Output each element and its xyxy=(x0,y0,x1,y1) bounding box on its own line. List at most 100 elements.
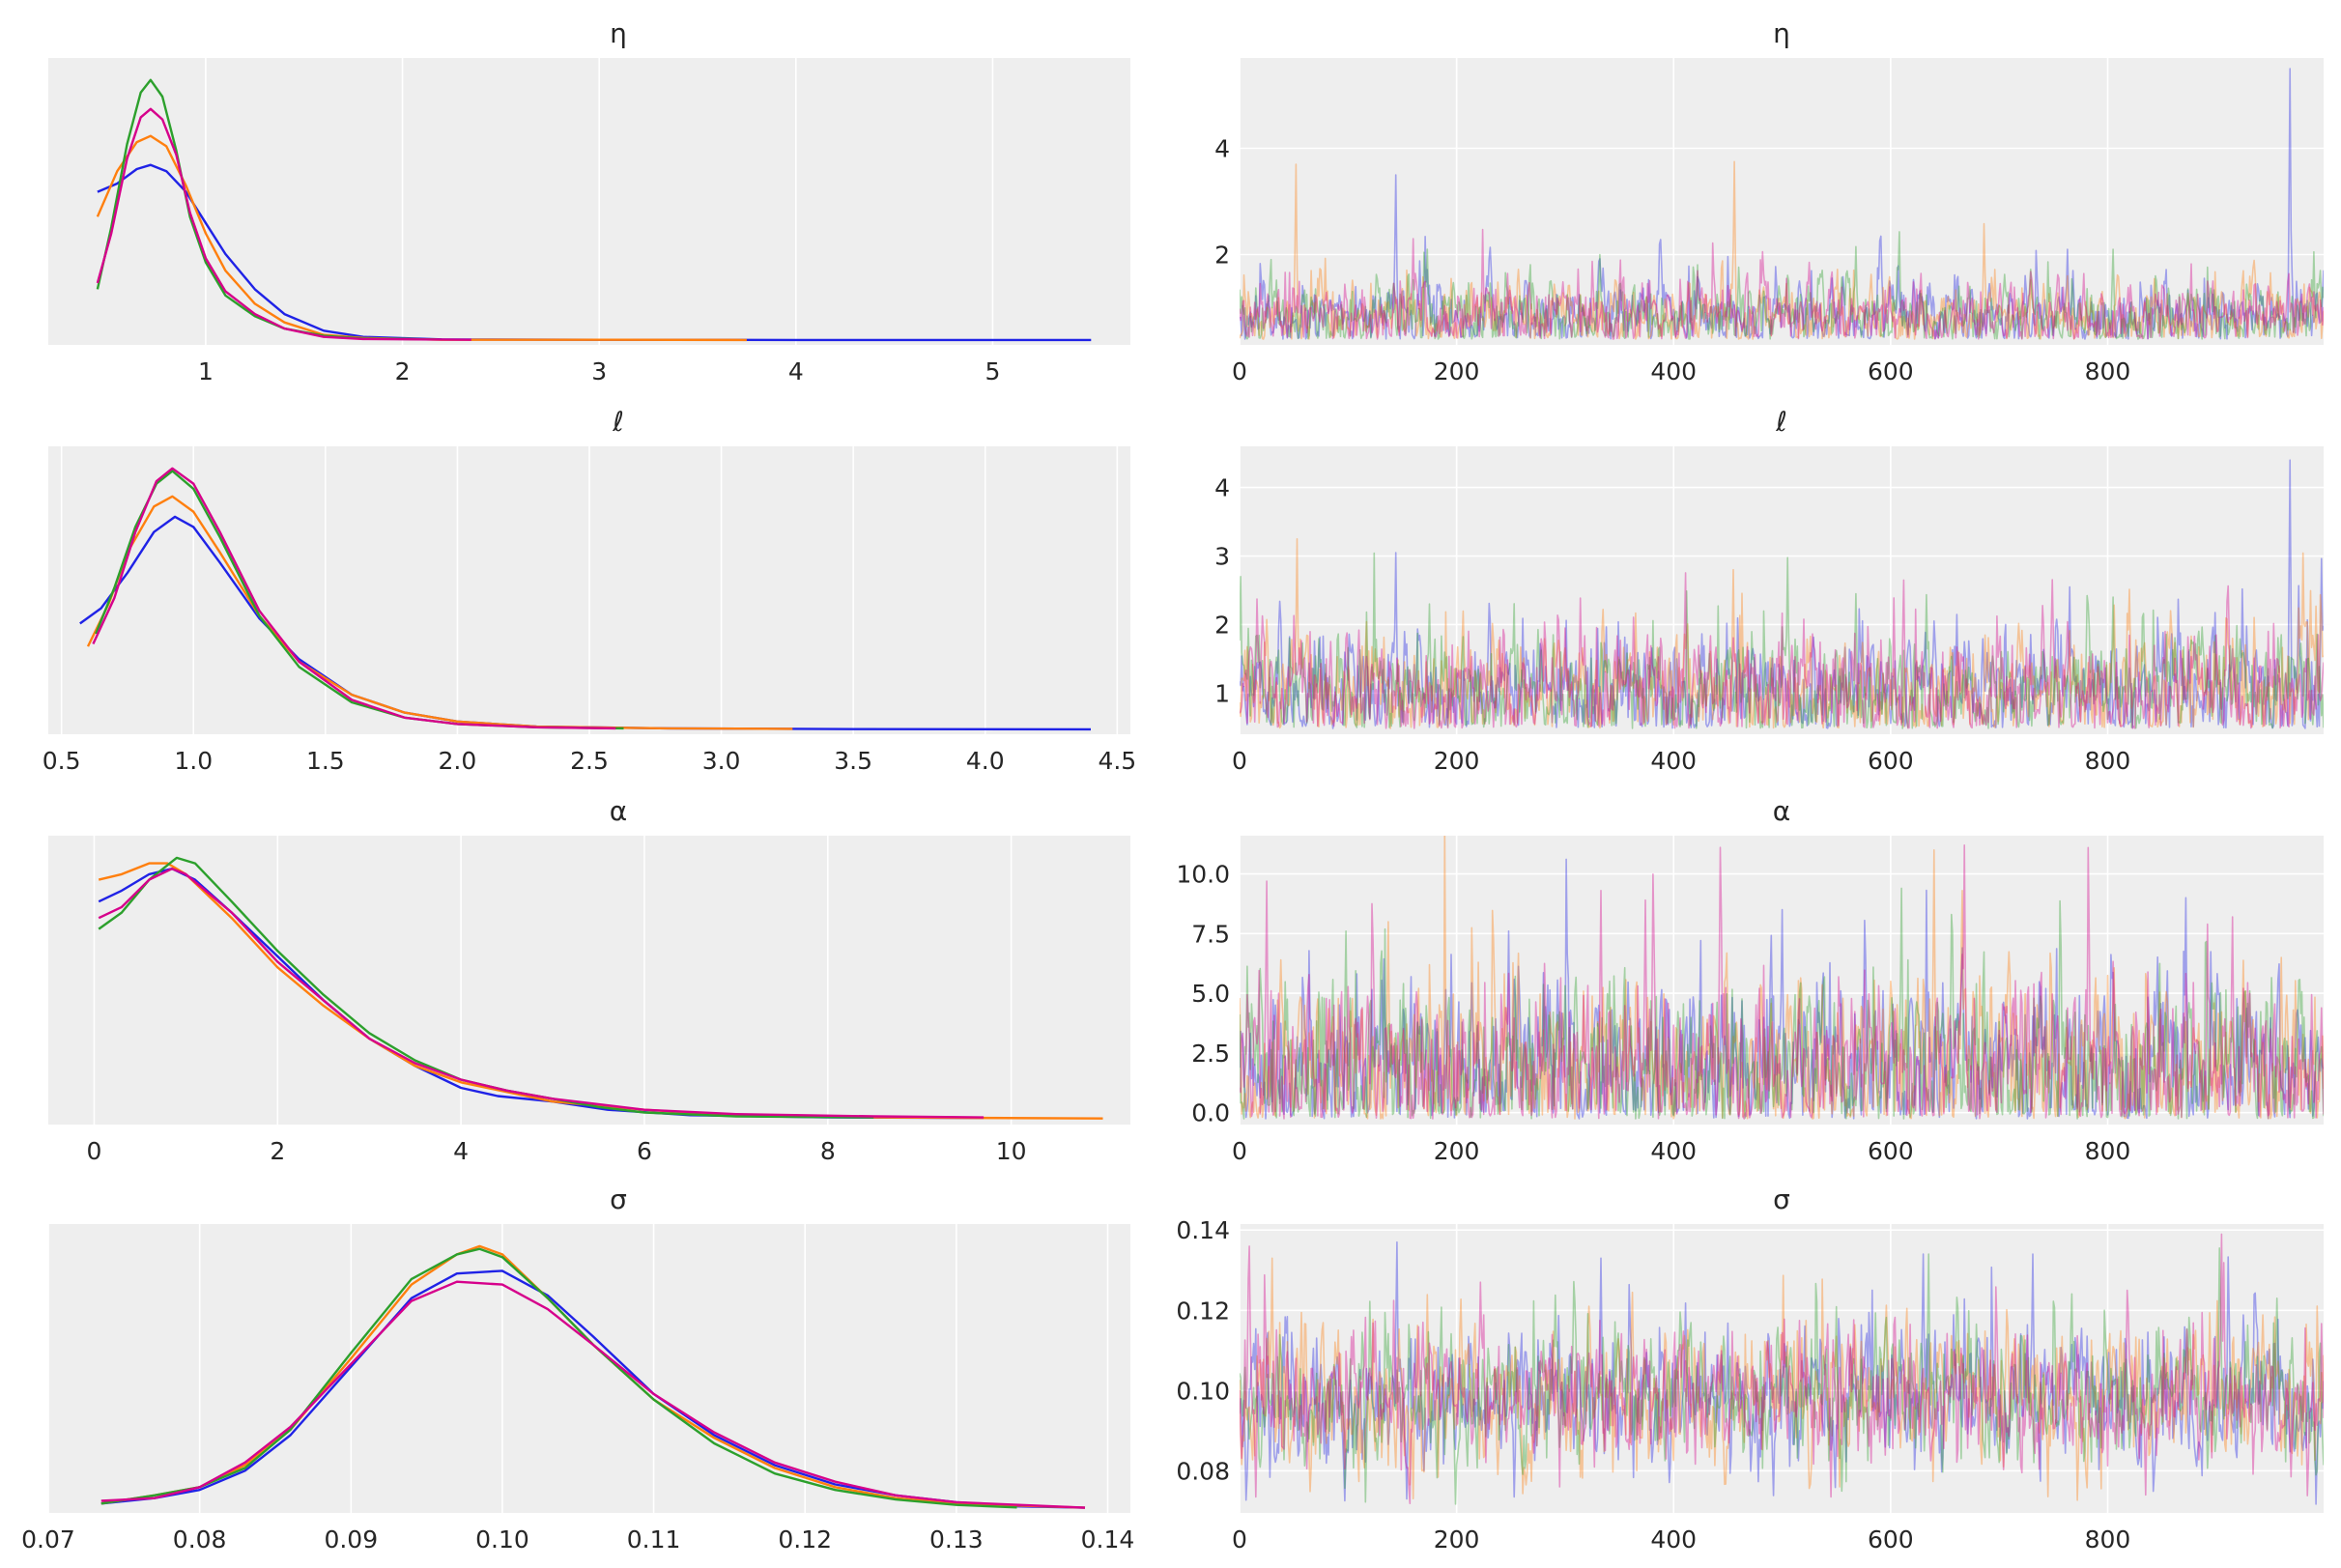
trace-lines xyxy=(1240,1233,2324,1505)
trace-y-tick-label: 2 xyxy=(1214,611,1230,639)
kde-x-tick-label: 8 xyxy=(820,1137,836,1165)
trace-y-tick-label: 4 xyxy=(1214,474,1230,502)
trace-panel-eta: 0 200 400 600 800 2 4 η xyxy=(1214,17,2324,385)
trace-y-tick-label: 4 xyxy=(1214,135,1230,163)
kde-x-tick-label: 10 xyxy=(996,1137,1027,1165)
trace-line-chain-2 xyxy=(1240,887,2324,1120)
trace-line-chain-1 xyxy=(1240,836,2324,1120)
kde-x-tick-label: 0.12 xyxy=(778,1525,832,1554)
trace-x-tick-label: 400 xyxy=(1650,747,1697,775)
trace-x-tick-label: 0 xyxy=(1232,747,1247,775)
trace-x-tick-label: 0 xyxy=(1232,1137,1247,1165)
kde-panel-sigma: 0.07 0.08 0.09 0.10 0.11 0.12 0.13 0.14 σ xyxy=(21,1183,1134,1554)
trace-panel-title: α xyxy=(1773,795,1790,827)
trace-y-tick-label: 10.0 xyxy=(1176,861,1230,889)
kde-panel-background xyxy=(48,836,1130,1125)
trace-panel-background xyxy=(1240,836,2324,1125)
trace-line-chain-2 xyxy=(1240,552,2324,729)
kde-x-tick-label: 1.0 xyxy=(174,747,213,775)
trace-x-tick-label: 0 xyxy=(1232,1525,1247,1554)
trace-y-tick-label: 2 xyxy=(1214,242,1230,270)
trace-x-tick-label: 400 xyxy=(1650,357,1697,385)
kde-panel-title: α xyxy=(610,795,627,827)
trace-panel-title: ℓ xyxy=(1775,406,1787,438)
trace-y-tick-label: 0.08 xyxy=(1176,1457,1230,1485)
trace-line-chain-2 xyxy=(1240,231,2324,340)
trace-y-tick-label: 3 xyxy=(1214,543,1230,571)
kde-x-tick-label: 4 xyxy=(453,1137,469,1165)
kde-x-tick-label: 4 xyxy=(788,357,804,385)
trace-line-chain-3 xyxy=(1240,844,2324,1120)
trace-x-tick-label: 600 xyxy=(1868,1525,1914,1554)
trace-line-chain-0 xyxy=(1240,858,2324,1120)
trace-line-chain-3 xyxy=(1240,228,2324,340)
kde-x-tick-label: 2.5 xyxy=(570,747,609,775)
trace-y-tick-label: 0.14 xyxy=(1176,1216,1230,1244)
kde-panel-background xyxy=(48,1224,1130,1513)
trace-lines xyxy=(1240,68,2324,340)
trace-panel-ell: 0 200 400 600 800 1 2 3 4 ℓ xyxy=(1214,406,2324,775)
kde-panel-background xyxy=(48,58,1130,345)
trace-x-tick-label: 200 xyxy=(1434,747,1480,775)
trace-y-tick-label: 5.0 xyxy=(1191,980,1230,1008)
trace-line-chain-2 xyxy=(1240,1247,2324,1505)
kde-x-tick-label: 0.14 xyxy=(1081,1525,1135,1554)
kde-x-tick-label: 2 xyxy=(270,1137,285,1165)
trace-panel-sigma: 0 200 400 600 800 0.08 0.10 0.12 0.14 σ xyxy=(1176,1183,2324,1554)
trace-x-tick-label: 200 xyxy=(1434,1137,1480,1165)
kde-x-tick-label: 4.0 xyxy=(966,747,1005,775)
trace-x-tick-label: 800 xyxy=(2085,357,2131,385)
kde-x-tick-label: 2 xyxy=(395,357,411,385)
kde-line-chain-3 xyxy=(98,868,985,1119)
kde-x-tick-label: 0.08 xyxy=(173,1525,227,1554)
trace-lines xyxy=(1240,459,2324,729)
kde-x-tick-label: 0.07 xyxy=(21,1525,75,1554)
kde-x-tick-label: 0 xyxy=(87,1137,102,1165)
kde-x-tick-label: 5 xyxy=(985,357,1001,385)
kde-line-chain-1 xyxy=(100,1244,1086,1509)
kde-x-tick-label: 2.0 xyxy=(439,747,477,775)
trace-x-tick-label: 400 xyxy=(1650,1525,1697,1554)
trace-line-chain-0 xyxy=(1240,68,2324,340)
trace-panel-title: σ xyxy=(1773,1183,1790,1215)
trace-x-tick-label: 400 xyxy=(1650,1137,1697,1165)
kde-x-tick-label: 0.5 xyxy=(43,747,81,775)
trace-y-tick-label: 0.0 xyxy=(1191,1099,1230,1127)
kde-line-chain-3 xyxy=(100,1280,1086,1509)
trace-line-chain-1 xyxy=(1240,538,2324,729)
trace-x-tick-label: 600 xyxy=(1868,357,1914,385)
kde-x-tick-label: 0.11 xyxy=(627,1525,681,1554)
trace-line-chain-3 xyxy=(1240,572,2324,729)
kde-x-tick-label: 1.5 xyxy=(306,747,345,775)
trace-x-tick-label: 200 xyxy=(1434,1525,1480,1554)
kde-panel-alpha: 0 2 4 6 8 10 α xyxy=(48,795,1130,1165)
kde-x-tick-label: 1 xyxy=(198,357,214,385)
kde-x-tick-label: 6 xyxy=(637,1137,652,1165)
trace-line-chain-1 xyxy=(1240,1257,2324,1501)
trace-y-tick-label: 0.12 xyxy=(1176,1297,1230,1325)
trace-panel-background xyxy=(1240,1224,2324,1513)
kde-line-chain-3 xyxy=(92,467,616,730)
trace-x-tick-label: 600 xyxy=(1868,1137,1914,1165)
kde-x-tick-label: 3.0 xyxy=(702,747,741,775)
trace-x-tick-label: 0 xyxy=(1232,357,1247,385)
trace-y-tick-label: 7.5 xyxy=(1191,920,1230,948)
trace-x-tick-label: 800 xyxy=(2085,1525,2131,1554)
kde-x-tick-label: 0.09 xyxy=(324,1525,378,1554)
kde-panel-title: σ xyxy=(610,1183,627,1215)
trace-x-tick-label: 800 xyxy=(2085,1137,2131,1165)
kde-panel-title: ℓ xyxy=(612,406,624,438)
trace-x-tick-label: 600 xyxy=(1868,747,1914,775)
trace-y-tick-label: 0.10 xyxy=(1176,1377,1230,1405)
kde-panel-ell: 0.5 1.0 1.5 2.0 2.5 3.0 3.5 4.0 4.5 ℓ xyxy=(43,406,1136,775)
trace-lines xyxy=(1240,836,2324,1120)
kde-panel-eta: 1 2 3 4 5 η xyxy=(48,17,1130,385)
kde-x-tick-label: 4.5 xyxy=(1098,747,1136,775)
trace-panel-alpha: 0 200 400 600 800 0.0 2.5 5.0 7.5 10.0 α xyxy=(1176,795,2324,1165)
kde-line-chain-2 xyxy=(98,856,874,1119)
trace-line-chain-1 xyxy=(1240,160,2324,340)
trace-panel-title: η xyxy=(1773,17,1790,49)
trace-x-tick-label: 200 xyxy=(1434,357,1480,385)
trace-line-chain-3 xyxy=(1240,1233,2324,1504)
